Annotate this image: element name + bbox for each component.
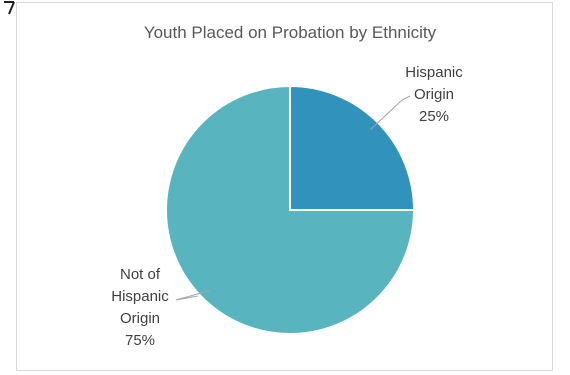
data-label-line: Origin [414,86,454,103]
slice-labels: Hispanic Origin 25% Not of Hispanic Origin 75% [111,64,463,349]
data-label-line: 25% [419,108,449,125]
chart-title: Youth Placed on Probation by Ethnicity [144,23,437,42]
pie-slices [165,84,416,335]
data-label-line: 75% [125,332,155,349]
data-label-line: Origin [120,310,160,327]
window-corner-mark [4,1,15,15]
data-label-hispanic-origin: Hispanic Origin 25% [405,64,463,125]
pie-slice-hispanic-origin [289,84,416,211]
leader-lines [175,95,411,301]
data-label-not-of-hispanic-origin: Not of Hispanic Origin 75% [111,266,169,349]
data-label-line: Hispanic [111,288,169,305]
leader-line-2 [175,290,210,301]
leader-line-1 [370,95,411,130]
data-label-line: Hispanic [405,64,463,81]
data-label-line: Not of [120,266,161,283]
pie-slice-not-of-hispanic-origin [165,84,416,335]
